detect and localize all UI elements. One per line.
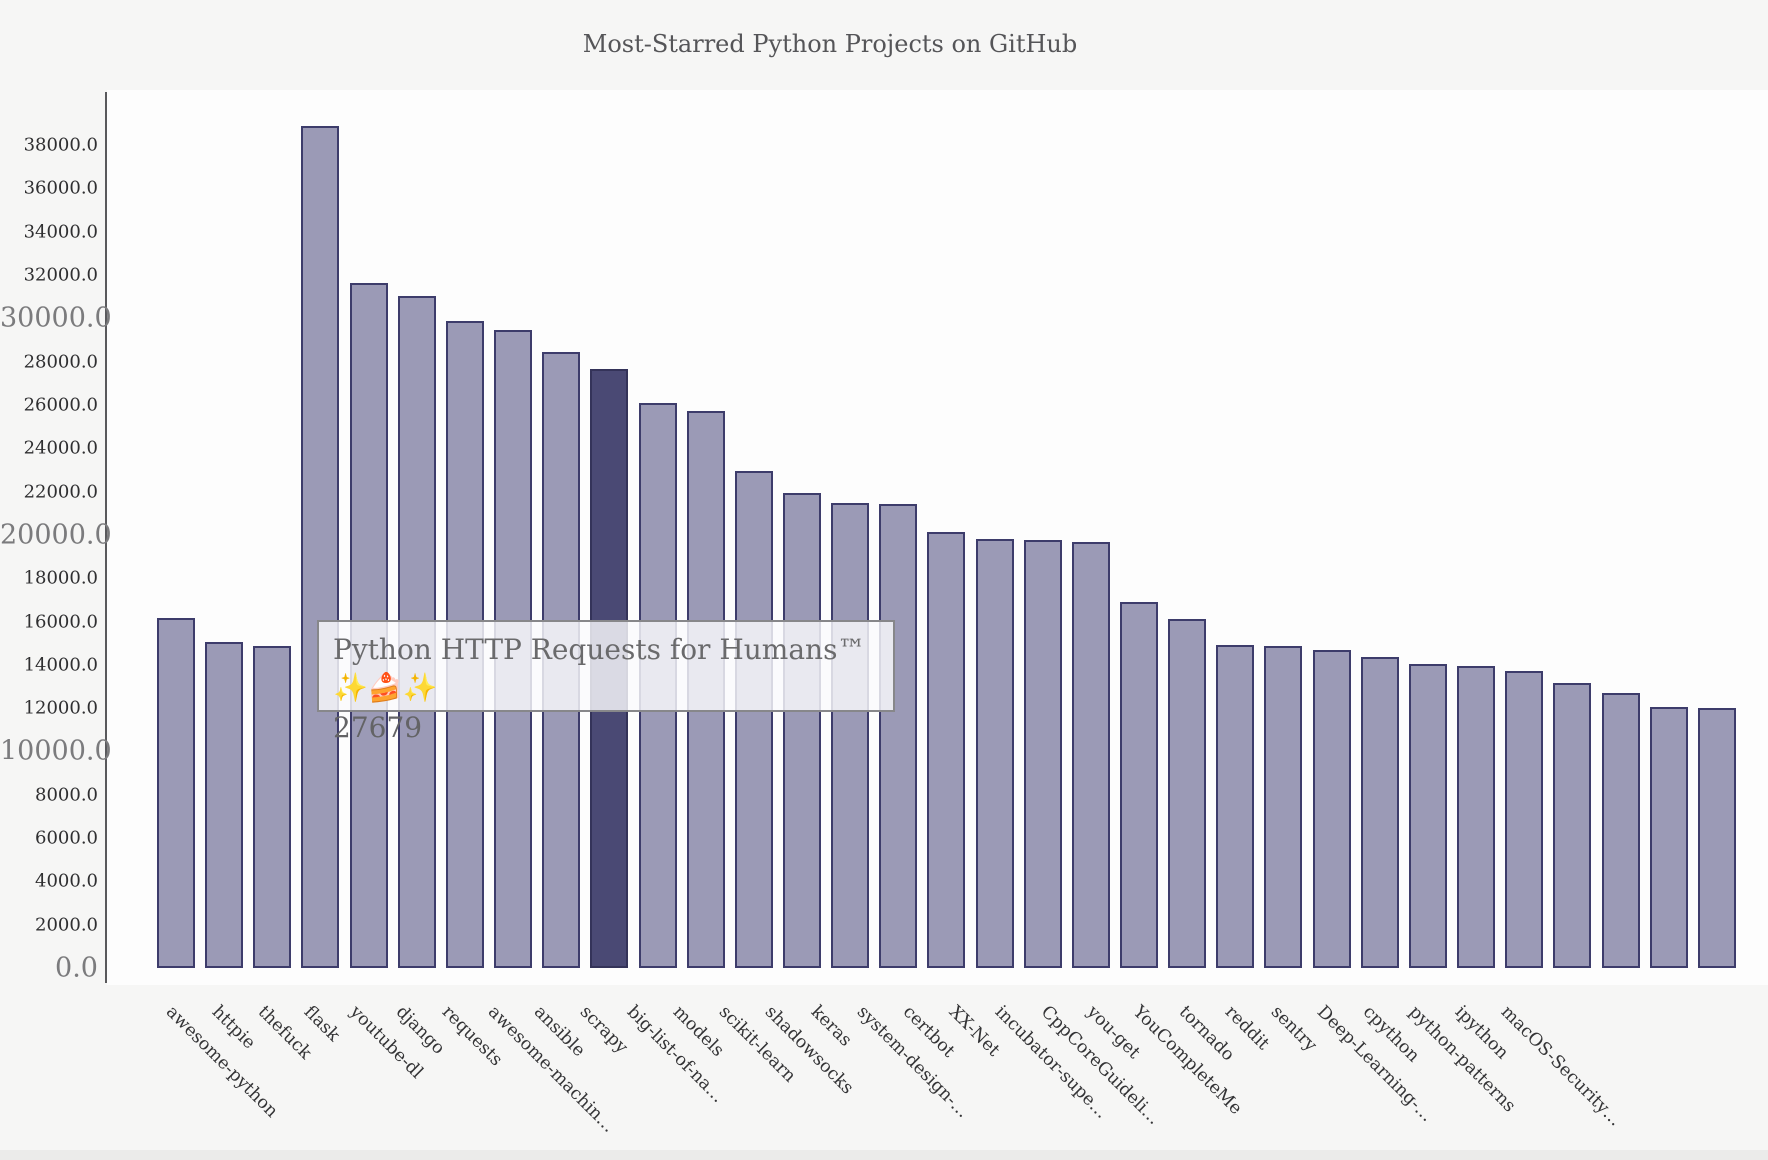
bar-certbot[interactable]: [927, 531, 966, 968]
y-tick-label: 10000.0: [0, 735, 112, 767]
bar-unlabeled-31[interactable]: [1649, 706, 1688, 968]
bar-YouCompleteMe[interactable]: [1168, 618, 1207, 968]
bar-keras[interactable]: [831, 502, 870, 968]
y-axis-line: [105, 92, 107, 983]
tooltip: Python HTTP Requests for Humans™ ✨🍰✨ 276…: [317, 620, 895, 744]
bar-thefuck[interactable]: [253, 646, 292, 968]
y-tick-label: 28000.0: [23, 351, 98, 373]
bar-reddit[interactable]: [1264, 645, 1303, 968]
x-label-macOS-Security…: macOS-Security…: [1497, 1002, 1626, 1131]
x-label-sentry: sentry: [1267, 1002, 1321, 1056]
bar-flask[interactable]: [301, 125, 340, 968]
bar-unlabeled-30[interactable]: [1601, 692, 1640, 968]
y-tick-label: 0.0: [55, 952, 98, 984]
chart-title: Most-Starred Python Projects on GitHub: [582, 30, 1078, 58]
y-tick-label: 24000.0: [23, 437, 98, 459]
x-label-flask: flask: [299, 1002, 344, 1046]
bar-you-get[interactable]: [1120, 601, 1158, 968]
y-tick-label: 30000.0: [0, 302, 112, 334]
bar-unlabeled-32[interactable]: [1697, 707, 1736, 968]
tooltip-description: Python HTTP Requests for Humans™ ✨🍰✨: [333, 633, 866, 704]
y-tick-label: 38000.0: [23, 134, 98, 156]
bar-tornado[interactable]: [1216, 644, 1255, 968]
y-tick-label: 4000.0: [35, 870, 98, 892]
y-tick-label: 20000.0: [0, 519, 112, 551]
bar-macOS-Security…[interactable]: [1553, 683, 1592, 968]
tooltip-value: 27679: [333, 710, 423, 744]
bar-sentry[interactable]: [1312, 649, 1351, 968]
y-tick-label: 34000.0: [23, 221, 98, 243]
bar-awesome-python[interactable]: [157, 618, 195, 968]
y-tick-label: 18000.0: [23, 567, 98, 589]
bottom-shade: [0, 1150, 1768, 1160]
y-tick-label: 32000.0: [23, 264, 98, 286]
bar-Deep-Learning-…[interactable]: [1360, 657, 1399, 968]
y-tick-label: 26000.0: [23, 394, 98, 416]
bar-CppCoreGuideli…[interactable]: [1071, 541, 1110, 968]
y-tick-label: 14000.0: [23, 654, 98, 676]
y-tick-label: 36000.0: [23, 177, 98, 199]
bar-httpie[interactable]: [205, 642, 244, 968]
bar-shadowsocks[interactable]: [782, 492, 821, 968]
bar-XX-Net[interactable]: [975, 538, 1014, 968]
bar-system-design-…[interactable]: [879, 503, 918, 968]
y-tick-label: 22000.0: [23, 481, 98, 503]
bar-ipython[interactable]: [1505, 670, 1544, 968]
y-tick-label: 8000.0: [35, 784, 98, 806]
y-tick-label: 2000.0: [35, 914, 98, 936]
bar-cpython[interactable]: [1408, 663, 1447, 968]
bar-incubator-supe…[interactable]: [1023, 539, 1062, 968]
bar-python-patterns[interactable]: [1457, 665, 1496, 968]
y-tick-label: 12000.0: [23, 697, 98, 719]
y-tick-label: 16000.0: [23, 611, 98, 633]
y-tick-label: 6000.0: [35, 827, 98, 849]
bar-scikit-learn[interactable]: [734, 470, 773, 968]
